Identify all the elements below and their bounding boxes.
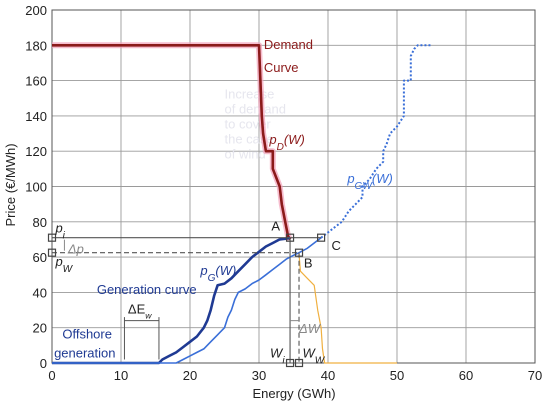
offshore-label: generation bbox=[54, 346, 115, 361]
grid bbox=[51, 9, 536, 364]
marker-w-i bbox=[285, 358, 295, 368]
x-tick-label: 50 bbox=[390, 368, 404, 383]
generation-curve-line bbox=[52, 236, 291, 365]
annotations: Demand Curve pD(W) pGW(W) pG(W)Generation cu… bbox=[54, 37, 393, 366]
y-tick-label: 0 bbox=[40, 356, 47, 371]
p-g-label: pG(W) bbox=[199, 263, 236, 284]
generation-curve-label: Generation curve bbox=[97, 282, 197, 297]
p-i-label: pi bbox=[54, 220, 65, 241]
y-tick-label: 180 bbox=[25, 38, 47, 53]
guide-lines bbox=[52, 237, 322, 363]
offshore-label: Offshore bbox=[62, 326, 112, 341]
x-tick-label: 30 bbox=[252, 368, 266, 383]
x-tick-label: 10 bbox=[114, 368, 128, 383]
series-group bbox=[52, 42, 432, 365]
w-w-label: WW bbox=[302, 346, 325, 367]
y-tick-label: 200 bbox=[25, 3, 47, 18]
y-tick-label: 160 bbox=[25, 74, 47, 89]
x-tick-label: 40 bbox=[321, 368, 335, 383]
p-w-label: pW bbox=[54, 254, 73, 275]
marker-b bbox=[294, 248, 304, 257]
y-tick-label: 20 bbox=[33, 321, 47, 336]
marker-p-w bbox=[47, 248, 57, 257]
shifted-demand-line bbox=[298, 253, 397, 364]
faded-note-line: of wind bbox=[225, 146, 266, 161]
faded-note-line: Increase bbox=[225, 86, 275, 101]
x-axis-title: Energy (GWh) bbox=[252, 386, 335, 401]
demand-curve-label: Curve bbox=[264, 60, 299, 75]
p-d-label: pD(W) bbox=[268, 132, 304, 153]
point-c-label: C bbox=[331, 238, 340, 253]
x-tick-label: 20 bbox=[183, 368, 197, 383]
x-tick-label: 60 bbox=[459, 368, 473, 383]
y-tick-label: 140 bbox=[25, 109, 47, 124]
y-tick-label: 120 bbox=[25, 144, 47, 159]
y-tick-label: 60 bbox=[33, 250, 47, 265]
marker-c bbox=[317, 233, 326, 242]
y-tick-label: 40 bbox=[33, 285, 47, 300]
demand-curve-line bbox=[52, 44, 292, 241]
y-axis-title: Price (€/MWh) bbox=[3, 143, 18, 226]
generation-wind-curve-line bbox=[52, 237, 322, 364]
marker-a bbox=[285, 233, 295, 242]
x-tick-label: 0 bbox=[48, 368, 55, 383]
w-i-label: Wi bbox=[270, 346, 285, 367]
x-tick-label: 70 bbox=[528, 368, 542, 383]
delta-p-label: Δp bbox=[67, 242, 84, 257]
wind-shifted-curve-line bbox=[320, 44, 432, 239]
delta-e-label: ΔEw bbox=[128, 302, 152, 321]
faded-note-line: of demand bbox=[225, 101, 286, 116]
point-b-label: B bbox=[304, 256, 313, 271]
marker-w-w bbox=[294, 358, 304, 368]
tick-labels: 0 10 20 30 40 50 60 70 0 20 40 60 80 100 120 140 160 180 2… bbox=[25, 3, 542, 383]
point-markers bbox=[47, 233, 326, 368]
demand-curve-label: Demand bbox=[264, 37, 313, 52]
p-gw-label: pGW(W) bbox=[346, 171, 393, 192]
point-a-label: A bbox=[271, 219, 280, 234]
y-tick-label: 80 bbox=[33, 215, 47, 230]
marker-p-i bbox=[47, 233, 57, 242]
delta-w-label: ΔW bbox=[298, 321, 322, 336]
y-tick-label: 100 bbox=[25, 180, 47, 195]
